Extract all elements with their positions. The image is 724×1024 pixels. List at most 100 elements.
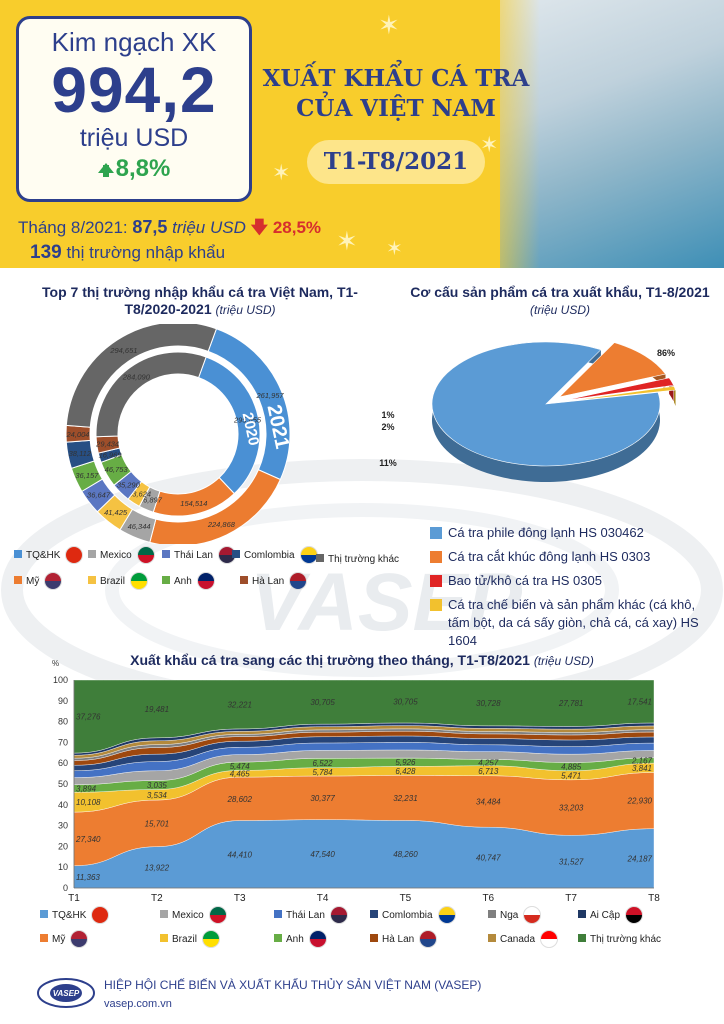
donut-value-label: 41,425 <box>104 508 128 517</box>
legend-label: Cá tra phile đông lạnh HS 030462 <box>448 525 644 540</box>
pie-percent-label: 1% <box>381 410 394 420</box>
legend-swatch <box>14 550 22 559</box>
month-unit: triệu USD <box>172 218 246 237</box>
area-value-label: 10,108 <box>76 798 101 807</box>
flag-icon <box>419 930 438 949</box>
donut-value-label: 294,651 <box>109 346 137 355</box>
legend-swatch <box>488 934 496 943</box>
kpi-label: Kim ngạch XK <box>51 27 217 57</box>
legend-item-canada: Canada <box>488 930 559 950</box>
legend-item-comlombia: Comlombia <box>370 906 456 926</box>
legend-item-ai-cap: Ai Cập <box>578 906 644 926</box>
donut-value-label: 36,157 <box>75 471 99 480</box>
starfish-icon: ✶ <box>336 226 358 256</box>
market-summary: 139 thị trường nhập khẩu <box>30 242 225 264</box>
area-value-label: 19,481 <box>145 705 169 714</box>
page-title-line1: XUẤT KHẨU CÁ TRA <box>262 65 530 92</box>
area-series-thi-truong-khac <box>73 679 655 754</box>
legend-swatch <box>316 554 324 563</box>
donut-value-label: 261,957 <box>255 391 284 400</box>
area-value-label: 5,784 <box>313 768 334 777</box>
vasep-logo: VASEP <box>37 978 95 1008</box>
legend-swatch <box>274 910 282 919</box>
donut-value-label: 295,855 <box>233 416 262 425</box>
y-tick-label: 80 <box>58 717 68 727</box>
legend-label: TQ&HK <box>52 910 87 921</box>
legend-label: Ai Cập <box>590 910 621 921</box>
month-value: 87,5 <box>132 217 168 237</box>
legend-swatch <box>88 576 96 585</box>
footer: VASEP HIỆP HỘI CHẾ BIẾN VÀ XUẤT KHẨU THỦ… <box>0 966 724 1024</box>
donut-value-label: 284,090 <box>122 373 151 382</box>
area-value-label: 32,231 <box>393 794 417 803</box>
kpi-growth-value: 8,8% <box>115 155 171 182</box>
legend-item-my: Mỹ <box>14 572 63 592</box>
legend-item-thi-truong-khac: Thị trường khác <box>316 550 399 570</box>
y-tick-label: 50 <box>58 779 68 789</box>
legend-item-tq-hk: TQ&HK <box>14 546 84 566</box>
flag-icon <box>91 906 110 925</box>
starfish-icon: ✶ <box>386 238 403 260</box>
legend-swatch <box>430 551 442 563</box>
area-value-label: 3,841 <box>632 764 652 773</box>
donut-legend: TQ&HK Mexico Thái Lan Comlombia Thị trường k… <box>14 546 399 598</box>
legend-item-comlombia: Comlombia <box>232 546 318 566</box>
legend-item-my: Mỹ <box>40 930 89 950</box>
legend-item-mexico: Mexico <box>160 906 227 926</box>
legend-item-ha-lan: Hà Lan <box>240 572 308 592</box>
kpi-unit: triệu USD <box>79 124 189 152</box>
area-chart: % 0 10 20 30 40 50 60 70 80 90 100 11,363 13,922 44,41… <box>52 659 660 902</box>
kpi-value: 994,2 <box>51 54 217 126</box>
flag-icon <box>523 906 542 925</box>
footer-website[interactable]: vasep.com.vn <box>104 998 172 1010</box>
donut-value-label: 38,112 <box>69 449 92 458</box>
donut-value-label: 35,290 <box>117 481 141 490</box>
legend-item-nga: Nga <box>488 906 542 926</box>
pie-slice-side <box>673 386 676 407</box>
area-value-label: 15,701 <box>145 819 169 828</box>
starfish-icon: ✶ <box>480 132 499 157</box>
donut-slice-2021-thi-truong-khac <box>65 324 218 428</box>
legend-item-mexico: Mexico <box>88 546 155 566</box>
legend-label: Comlombia <box>244 550 295 561</box>
legend-label: Comlombia <box>382 910 433 921</box>
x-tick-label: T1 <box>68 893 80 902</box>
pie-title-text: Cơ cấu sản phẩm cá tra xuất khẩu, T1-8/2… <box>410 284 710 300</box>
legend-item-brazil: Brazil <box>88 572 149 592</box>
month-label: Tháng 8/2021: <box>18 218 128 237</box>
markets-count: 139 <box>30 242 62 263</box>
header-banner: ✶ ✶ ✶ ✶ ✶ Kim ngạch XK 994,2 triệu USD 8… <box>0 0 724 268</box>
legend-swatch <box>370 934 378 943</box>
legend-label: Cá tra chế biến và sản phẩm khác (cá khô… <box>448 597 699 648</box>
flag-icon <box>540 930 559 949</box>
legend-label: Thái Lan <box>174 550 213 561</box>
flag-icon <box>136 546 155 565</box>
legend-label: Mỹ <box>52 934 66 945</box>
y-tick-label: 60 <box>58 758 68 768</box>
x-tick-label: T2 <box>151 893 163 902</box>
area-value-label: 6,428 <box>395 767 416 776</box>
legend-label: Brazil <box>172 934 198 945</box>
pie-legend-item: Cá tra phile đông lạnh HS 030462 <box>430 524 710 542</box>
area-value-label: 47,540 <box>310 850 335 859</box>
pie-percent-label: 11% <box>379 458 397 468</box>
area-value-label: 6,522 <box>313 759 334 768</box>
legend-label: Thái Lan <box>286 910 325 921</box>
legend-swatch <box>14 576 22 585</box>
legend-swatch <box>160 934 168 943</box>
area-value-label: 32,221 <box>227 700 251 709</box>
area-value-label: 11,363 <box>76 873 100 882</box>
flag-icon <box>196 572 215 591</box>
area-value-label: 24,187 <box>627 854 653 863</box>
x-tick-label: T6 <box>482 893 494 902</box>
legend-swatch <box>40 910 48 919</box>
legend-swatch <box>430 599 442 611</box>
legend-item-anh: Anh <box>162 572 215 592</box>
donut-value-label: 224,868 <box>207 520 236 529</box>
pie-slice-ca-tra-cat-khuc-dong-lanh-hs-0 <box>558 342 667 398</box>
pie-percent-label: 2% <box>381 422 394 432</box>
flag-icon <box>625 906 644 925</box>
page-title-line2: CỦA VIỆT NAM <box>296 95 496 122</box>
flag-icon <box>308 930 327 949</box>
area-value-label: 30,728 <box>476 699 501 708</box>
